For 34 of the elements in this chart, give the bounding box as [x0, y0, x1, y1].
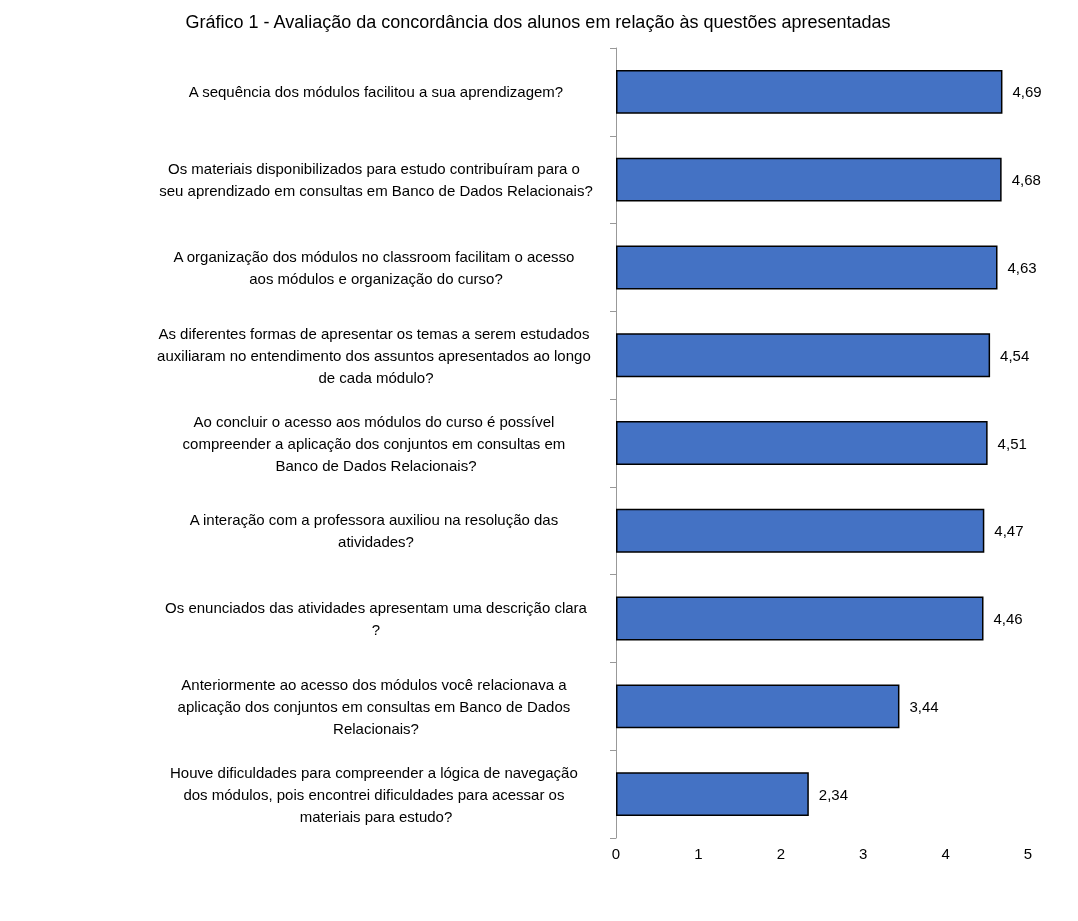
- y-tick-label: Anteriormente ao acesso dos módulos você relacionava a aplicação dos conjuntos em consultas em Banco de Dados Relacionais?: [177, 675, 575, 737]
- data-label: 4,47: [994, 522, 1024, 540]
- y-tick-label: Os enunciados das atividades apresentam uma descrição clara?: [165, 599, 588, 639]
- bar: [616, 508, 985, 553]
- data-label: 4,54: [1000, 346, 1030, 364]
- x-tick-label: 3: [859, 845, 868, 862]
- bar: [616, 245, 998, 290]
- bar: [616, 772, 809, 817]
- x-tick-label: 2: [776, 845, 785, 862]
- bar: [616, 69, 1003, 114]
- y-tick-label: A organização dos módulos no classroom facilitam o acesso aos módulos e organização do curso?: [173, 247, 579, 287]
- y-tick-label: A interação com a professora auxiliou na resolução das atividades?: [189, 511, 563, 551]
- data-label: 4,69: [1012, 83, 1042, 101]
- y-tick-label: Ao concluir o acesso aos módulos do curso é possível compreender a aplicação dos conjuntos em consultas em Banco de Dados Relacionais?: [182, 412, 570, 474]
- x-tick-label: 0: [611, 845, 621, 862]
- y-tick-label: Houve dificuldades para compreender a lógica de navegação dos módulos, pois encontrei dificuldades para acessar os materiais para estudo?: [170, 763, 582, 825]
- data-label: 4,68: [1011, 171, 1041, 189]
- x-tick-label: 4: [941, 845, 950, 862]
- y-tick-label: As diferentes formas de apresentar os temas a serem estudados auxiliaram no entendimento dos assuntos apresentados ao longo de cada módulo?: [157, 324, 595, 386]
- y-tick-label: A sequência dos módulos facilitou a sua aprendizagem?: [188, 83, 564, 101]
- bar: [616, 596, 984, 641]
- data-label: 4,51: [997, 434, 1027, 452]
- data-label: 4,63: [1007, 258, 1037, 276]
- data-label: 3,44: [909, 697, 939, 715]
- bar: [616, 684, 900, 729]
- x-tick-label: 5: [1023, 845, 1033, 862]
- bar: [616, 421, 988, 465]
- bar: [616, 157, 1002, 202]
- x-tick-label: 1: [694, 845, 703, 862]
- bar: [616, 333, 991, 378]
- data-label: 2,34: [818, 785, 849, 803]
- y-tick-label: Os materiais disponibilizados para estudo contribuíram para o seu aprendizado em consultas em Banco de Dados Relacionais?: [159, 160, 593, 200]
- data-label: 4,46: [993, 610, 1023, 628]
- chart-title: Gráfico 1 - Avaliação da concordância dos alunos em relação às questões apresentadas: [185, 12, 891, 32]
